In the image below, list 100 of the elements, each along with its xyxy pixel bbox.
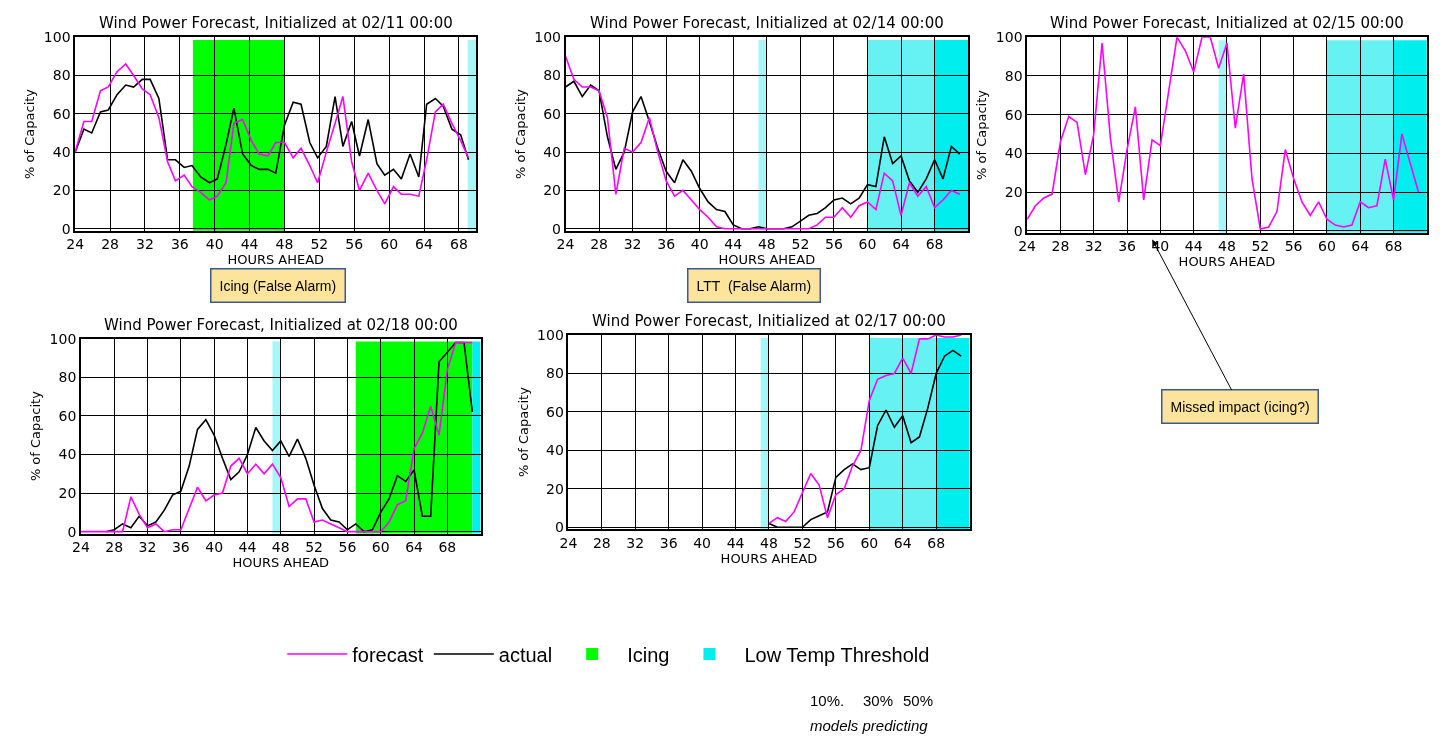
x-tick-label: 60 <box>858 236 877 253</box>
legend-label: forecast <box>352 643 424 666</box>
x-tick-label: 48 <box>271 539 290 556</box>
x-tick-label: 52 <box>791 236 810 253</box>
y-tick-label: 80 <box>543 67 561 84</box>
x-tick-label: 40 <box>690 236 709 253</box>
x-tick-label: 56 <box>338 539 357 556</box>
y-tick-label: 40 <box>1004 145 1023 162</box>
x-tick-label: 40 <box>693 534 712 551</box>
x-tick-label: 52 <box>1251 238 1270 255</box>
y-tick-label: 100 <box>49 330 77 347</box>
y-tick-label: 60 <box>546 403 564 420</box>
y-tick-label: 60 <box>52 105 71 122</box>
text: 50% <box>903 692 934 709</box>
y-tick-label: 40 <box>52 144 71 161</box>
x-tick-label: 28 <box>592 534 611 551</box>
x-tick-label: 48 <box>275 236 294 253</box>
y-tick-label: 60 <box>543 105 561 122</box>
chart-title: Wind Power Forecast, Initialized at 02/15 00:00 <box>1050 14 1404 32</box>
x-tick-label: 64 <box>415 236 434 253</box>
y-tick-label: 100 <box>995 29 1023 46</box>
x-tick-label: 68 <box>1384 238 1403 255</box>
x-tick-label: 24 <box>1018 238 1037 255</box>
x-tick-label: 44 <box>240 236 259 253</box>
x-axis-title: HOURS AHEAD <box>227 252 325 268</box>
x-tick-label: 32 <box>623 236 642 253</box>
x-tick-label: 56 <box>1284 238 1303 255</box>
x-tick-label: 32 <box>626 534 645 551</box>
x-axis-title: HOURS AHEAD <box>720 550 818 566</box>
y-axis-title: % of Capacity <box>515 386 531 478</box>
x-tick-label: 28 <box>590 236 608 253</box>
x-tick-label: 52 <box>793 534 812 551</box>
x-tick-label: 64 <box>893 534 912 551</box>
y-tick-label: 20 <box>546 480 564 497</box>
x-tick-label: 28 <box>101 236 119 253</box>
y-axis-title: % of Capacity <box>28 390 44 482</box>
y-tick-label: 0 <box>61 220 71 237</box>
y-tick-label: 20 <box>543 182 561 199</box>
y-axis-title: % of Capacity <box>22 88 38 179</box>
y-tick-label: 40 <box>58 446 77 463</box>
x-tick-label: 68 <box>927 534 946 551</box>
chart-title: Wind Power Forecast, Initialized at 02/14 00:00 <box>590 14 944 32</box>
y-axis-title: % of Capacity <box>512 88 528 179</box>
y-tick-label: 100 <box>537 326 564 343</box>
line-series <box>1027 37 1420 230</box>
y-tick-label: 20 <box>58 484 77 501</box>
y-tick-label: 100 <box>43 29 71 46</box>
text: 10%. <box>810 692 845 709</box>
y-tick-label: 0 <box>67 523 77 540</box>
text: models predicting <box>810 717 929 734</box>
text: Icing (False Alarm) <box>219 277 337 294</box>
y-tick-label: 40 <box>543 144 561 161</box>
x-tick-label: 36 <box>657 236 676 253</box>
x-tick-label: 64 <box>405 539 424 556</box>
x-tick-label: 64 <box>1351 238 1370 255</box>
y-tick-label: 0 <box>554 519 564 536</box>
x-tick-label: 36 <box>659 534 678 551</box>
x-tick-label: 68 <box>449 236 468 253</box>
x-tick-label: 56 <box>825 236 843 253</box>
y-tick-label: 100 <box>534 29 561 46</box>
x-tick-label: 24 <box>71 539 90 556</box>
y-tick-label: 80 <box>546 365 564 382</box>
x-tick-label: 60 <box>380 236 399 253</box>
y-tick-label: 60 <box>58 407 77 424</box>
x-tick-label: 56 <box>826 534 845 551</box>
x-tick-label: 32 <box>136 236 154 253</box>
x-axis-title: HOURS AHEAD <box>718 252 816 268</box>
x-tick-label: 60 <box>1318 238 1336 255</box>
x-tick-label: 40 <box>205 236 224 253</box>
x-tick-label: 64 <box>892 236 911 253</box>
y-tick-label: 60 <box>1004 106 1023 123</box>
x-tick-label: 52 <box>305 539 324 556</box>
chart-title: Wind Power Forecast, Initialized at 02/11 00:00 <box>99 14 453 32</box>
x-tick-label: 36 <box>1118 238 1137 255</box>
x-tick-label: 32 <box>1084 238 1103 255</box>
x-tick-label: 44 <box>726 534 745 551</box>
x-tick-label: 32 <box>138 539 157 556</box>
x-tick-label: 48 <box>757 236 776 253</box>
x-axis-title: HOURS AHEAD <box>232 555 330 571</box>
x-tick-label: 56 <box>345 236 364 253</box>
y-tick-label: 0 <box>1013 222 1023 239</box>
x-tick-label: 44 <box>238 539 257 556</box>
x-tick-label: 36 <box>170 236 189 253</box>
x-tick-label: 68 <box>925 236 944 253</box>
legend-label: actual <box>498 643 553 666</box>
y-tick-label: 0 <box>552 220 561 237</box>
x-tick-label: 48 <box>1218 238 1236 255</box>
y-axis-title: % of Capacity <box>974 89 990 180</box>
y-tick-label: 80 <box>1004 67 1023 84</box>
x-tick-label: 24 <box>556 236 575 253</box>
x-tick-label: 60 <box>371 539 390 556</box>
x-tick-label: 24 <box>66 236 85 253</box>
x-tick-label: 68 <box>438 539 457 556</box>
x-tick-label: 44 <box>724 236 743 253</box>
x-tick-label: 28 <box>105 539 124 556</box>
x-tick-label: 60 <box>860 534 879 551</box>
y-tick-label: 80 <box>58 369 77 386</box>
x-tick-label: 48 <box>760 534 778 551</box>
legend-label: Icing <box>627 643 670 666</box>
legend-label: Low Temp Threshold <box>744 643 930 666</box>
